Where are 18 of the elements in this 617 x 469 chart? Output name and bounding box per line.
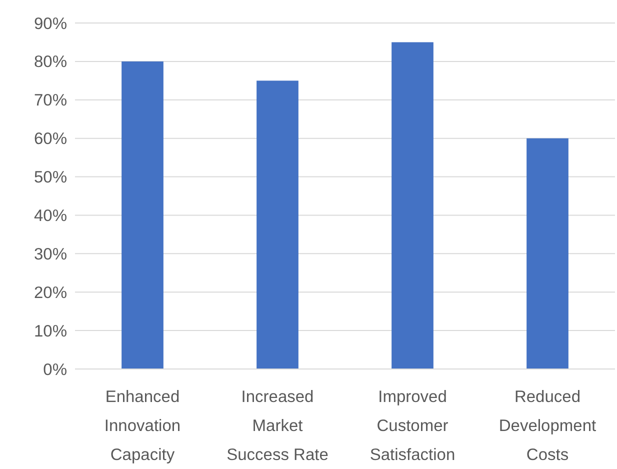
bar bbox=[526, 138, 568, 369]
y-tick-label: 0% bbox=[43, 360, 68, 379]
y-tick-label: 20% bbox=[34, 284, 68, 302]
x-tick-label: Reduced Development Costs bbox=[498, 388, 597, 464]
bar bbox=[392, 42, 434, 369]
y-tick-label: 10% bbox=[34, 322, 68, 340]
y-tick-label: 90% bbox=[34, 14, 68, 33]
x-tick-label: Enhanced Innovation Capacity bbox=[104, 388, 181, 464]
y-tick-label: 40% bbox=[34, 206, 68, 225]
y-tick-label: 80% bbox=[34, 53, 68, 72]
y-tick-label: 50% bbox=[34, 168, 68, 187]
bar bbox=[122, 61, 164, 369]
bar bbox=[256, 80, 298, 369]
x-tick-label: Increased Market Success Rate bbox=[226, 388, 328, 464]
y-tick-label: 30% bbox=[34, 245, 68, 264]
y-tick-label: 70% bbox=[34, 92, 68, 110]
y-tick-label: 60% bbox=[34, 130, 68, 148]
x-tick-label: Improved Customer Satisfaction bbox=[370, 388, 456, 464]
